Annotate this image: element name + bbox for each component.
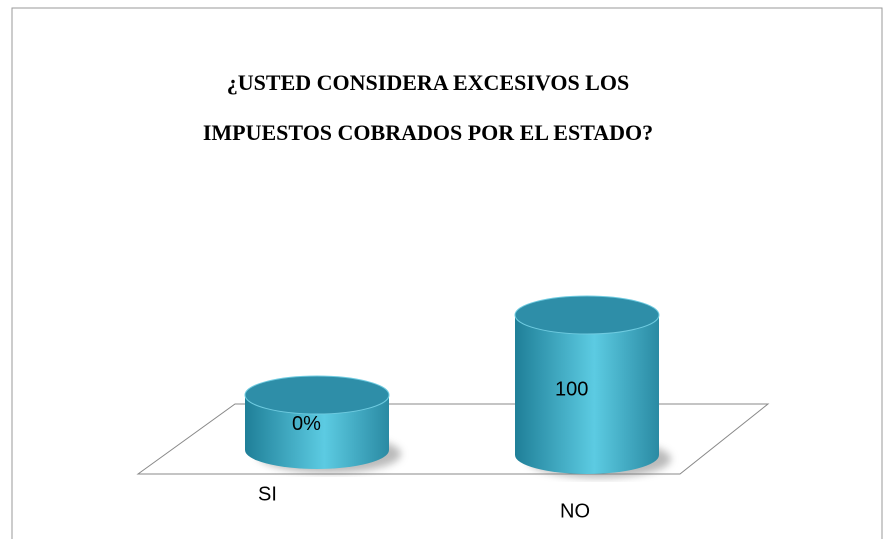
chart-title: ¿USTED CONSIDERA EXCESIVOS LOS IMPUESTOS… — [202, 70, 654, 145]
chart-frame — [11, 7, 883, 539]
data-label: 100 — [555, 378, 588, 400]
x-tick-label: NO — [560, 500, 590, 522]
cylinder-top — [244, 375, 390, 415]
x-tick-label: SI — [258, 483, 277, 505]
cylinder — [514, 295, 660, 474]
cylinder-body — [245, 395, 389, 469]
data-label: 0% — [292, 413, 321, 435]
cylinder-body — [515, 315, 659, 474]
cylinder-top — [514, 295, 660, 335]
cylinder — [244, 375, 390, 469]
floor — [136, 403, 770, 475]
